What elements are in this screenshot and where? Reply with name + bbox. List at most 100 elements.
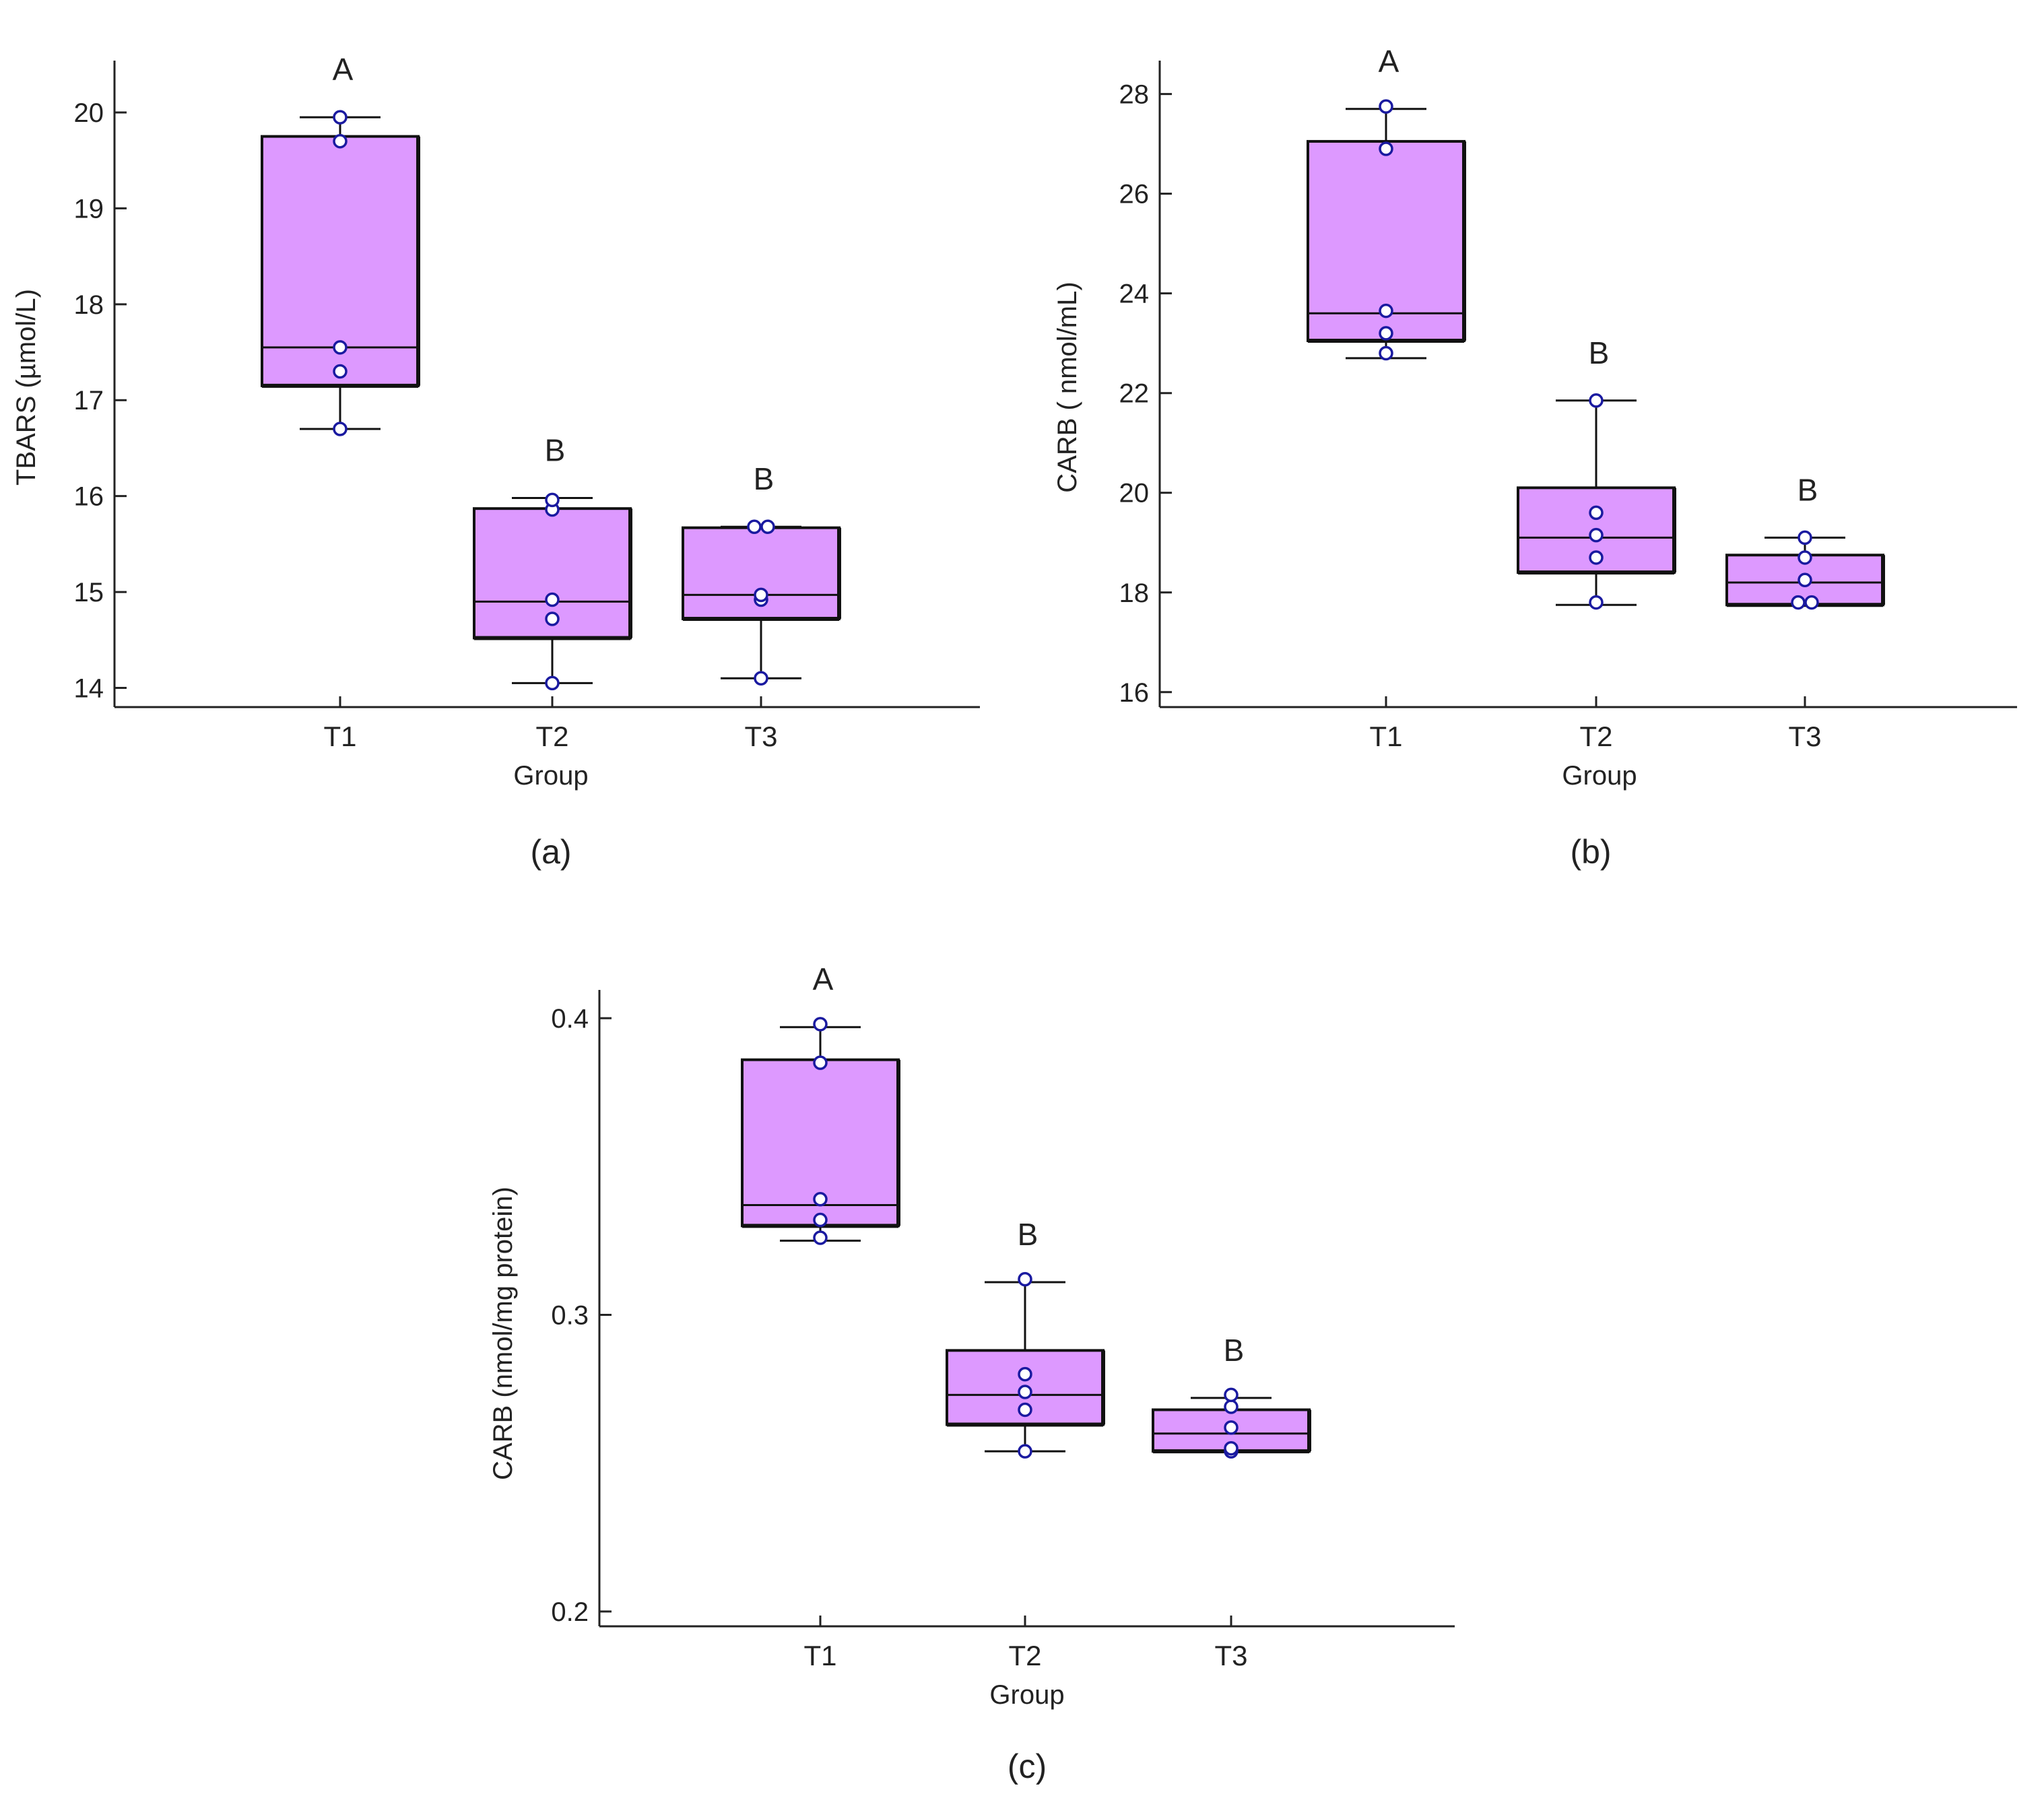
box-plots: A B B: [261, 52, 841, 691]
data-point: [333, 364, 348, 379]
data-point: [813, 1055, 828, 1070]
significance-letter: B: [1798, 472, 1818, 507]
data-point: [1379, 326, 1393, 341]
significance-letter: B: [545, 433, 566, 468]
y-tick-label: 16: [74, 482, 104, 512]
significance-letter: B: [1589, 335, 1610, 370]
y-tick-label: 0.4: [551, 1004, 589, 1034]
data-point: [545, 492, 560, 508]
data-point: [333, 422, 348, 436]
data-point: [1589, 550, 1604, 565]
y-tick-label: 22: [1119, 379, 1150, 409]
data-point: [1589, 393, 1604, 408]
x-axis-title: Group: [989, 1680, 1064, 1710]
significance-letter: B: [754, 461, 774, 496]
data-point: [747, 519, 762, 534]
x-axis-category-labels: T1 T2 T3: [803, 1616, 1248, 1671]
data-point: [813, 1230, 828, 1245]
data-point: [754, 587, 768, 603]
y-tick-label: 14: [74, 674, 104, 704]
data-point: [813, 1017, 828, 1032]
data-point: [1018, 1402, 1032, 1418]
data-point: [1379, 303, 1393, 319]
box-t1: A: [261, 52, 420, 436]
chart-panel-a: 14 15 16 17 18 19 20 A B B T1 T2 T3 Group TBARS (µ…: [11, 52, 980, 871]
box-t2: B: [1517, 335, 1676, 610]
data-point: [1798, 572, 1812, 588]
data-point: [1589, 595, 1604, 610]
y-tick-label: 20: [1119, 479, 1150, 508]
x-tick-label: T1: [1369, 721, 1402, 752]
x-tick-label: T1: [323, 721, 356, 752]
y-tick-label: 26: [1119, 180, 1150, 209]
significance-letter: A: [1379, 44, 1399, 79]
data-point: [1224, 1440, 1239, 1456]
y-axis-title: CARB (nmol/mg protein): [488, 1187, 518, 1480]
data-point: [813, 1191, 828, 1207]
x-tick-label: T2: [1008, 1640, 1041, 1671]
box-t3: B: [682, 461, 841, 686]
x-axis-category-labels: T1 T2 T3: [323, 696, 778, 752]
data-point: [1379, 345, 1393, 361]
data-point: [1798, 530, 1812, 545]
data-point: [1804, 595, 1819, 610]
data-point: [545, 611, 560, 626]
box-t3: B: [1152, 1333, 1311, 1459]
data-point: [754, 671, 768, 686]
y-axis-title: CARB ( nmol/mL): [1053, 281, 1082, 492]
y-tick-label: 24: [1119, 279, 1150, 309]
data-point: [1589, 505, 1604, 521]
box-t3: B: [1725, 472, 1885, 610]
significance-letter: B: [1224, 1333, 1245, 1368]
y-tick-label: 18: [74, 290, 104, 320]
x-axis-title: Group: [513, 761, 588, 791]
x-tick-label: T3: [1214, 1640, 1247, 1671]
x-tick-label: T3: [1788, 721, 1821, 752]
y-axis-title: TBARS (µmol/L): [11, 289, 41, 486]
x-tick-label: T2: [535, 721, 568, 752]
y-axis-ticks: 0.2 0.3 0.4: [551, 1004, 612, 1627]
data-point: [1224, 1420, 1239, 1435]
x-axis-category-labels: T1 T2 T3: [1369, 696, 1822, 752]
data-point: [333, 110, 348, 125]
data-point: [333, 340, 348, 355]
x-tick-label: T1: [803, 1640, 836, 1671]
y-tick-label: 0.2: [551, 1597, 589, 1627]
data-point: [1018, 1385, 1032, 1399]
data-point: [1791, 595, 1806, 610]
data-point: [333, 133, 348, 149]
x-axis-title: Group: [1562, 761, 1637, 791]
chart-panel-c: 0.2 0.3 0.4 A B B T1 T2 T3 Group CARB (nmol/mg…: [488, 962, 1455, 1785]
box-t2: B: [473, 433, 632, 691]
y-axis-ticks: 14 15 16 17 18 19 20: [74, 98, 127, 704]
significance-letter: A: [813, 962, 834, 997]
data-point: [1379, 141, 1393, 156]
y-tick-label: 15: [74, 578, 104, 607]
data-point: [545, 592, 560, 607]
significance-letter: B: [1018, 1217, 1039, 1252]
y-tick-label: 19: [74, 194, 104, 224]
y-tick-label: 0.3: [551, 1301, 589, 1331]
panel-caption: (b): [1570, 833, 1611, 871]
y-tick-label: 28: [1119, 80, 1150, 110]
y-tick-label: 17: [74, 386, 104, 415]
data-point: [1224, 1387, 1239, 1403]
data-point: [760, 519, 775, 534]
x-tick-label: T2: [1579, 721, 1612, 752]
x-tick-label: T3: [744, 721, 777, 752]
box-t1: A: [1307, 44, 1466, 361]
significance-letter: A: [333, 52, 354, 87]
box-plots: A B B: [1307, 44, 1885, 610]
y-tick-label: 20: [74, 98, 104, 128]
chart-panel-b: 16 18 20 22 24 26 28 A B B T1 T2 T3 Group CARB ( n…: [1053, 44, 2017, 871]
data-point: [545, 675, 560, 691]
y-tick-label: 16: [1119, 678, 1150, 708]
data-point: [1798, 550, 1812, 565]
y-axis-ticks: 16 18 20 22 24 26 28: [1119, 80, 1172, 708]
panel-caption: (a): [530, 833, 571, 871]
data-point: [1224, 1399, 1239, 1414]
box-plots: A B B: [741, 962, 1311, 1459]
data-point: [1018, 1366, 1032, 1382]
data-point: [1018, 1444, 1032, 1459]
data-point: [1589, 527, 1604, 543]
